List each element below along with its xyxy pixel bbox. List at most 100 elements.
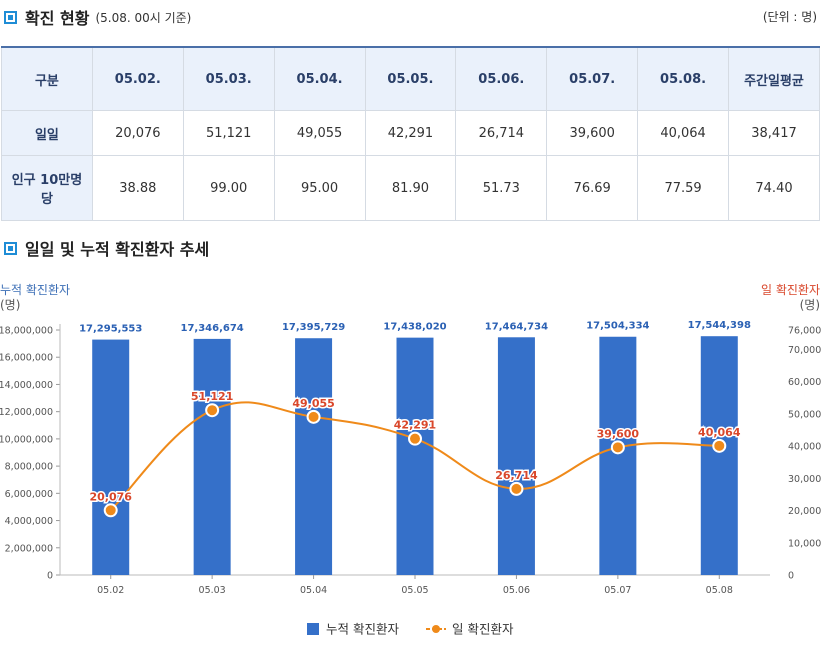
table-cell: 20,076 [91, 110, 184, 156]
x-tick-label: 05.08 [706, 585, 733, 596]
status-section-subtitle: (5.08. 00시 기준) [95, 10, 192, 25]
header-cell: 05.04. [273, 46, 366, 111]
row-label: 일일 [1, 110, 93, 156]
table-cell: 49,055 [273, 110, 366, 156]
right-tick-label: 40,000 [788, 442, 821, 453]
right-tick-label: 70,000 [788, 345, 821, 356]
x-tick-label: 05.05 [401, 585, 428, 596]
line-point-05.05 [408, 431, 422, 446]
right-tick-label: 30,000 [788, 474, 821, 485]
bar-value-label: 17,395,729 [282, 322, 345, 333]
legend-bar-label: 누적 확진환자 [326, 622, 399, 637]
bar-value-label: 17,464,734 [485, 321, 548, 332]
x-tick-label: 05.07 [604, 585, 631, 596]
left-tick-label: 12,000,000 [0, 407, 53, 418]
table-cell: 42,291 [364, 110, 457, 156]
left-tick-label: 2,000,000 [5, 543, 53, 554]
trend-chart: 누적 확진환자(명)일 확진환자(명)02,000,0004,000,0006,… [0, 283, 821, 637]
legend-bar-swatch [307, 623, 319, 635]
right-axis-unit: (명) [800, 298, 820, 312]
section-square-icon [4, 241, 17, 255]
table-cell: 39,600 [546, 110, 639, 156]
status-section-header: 확진 현황 (5.08. 00시 기준) [4, 5, 191, 29]
table-cell: 76.69 [546, 155, 639, 221]
bar-value-label: 17,504,334 [586, 321, 649, 332]
bar-cumulative-05.04 [295, 338, 333, 575]
header-cell: 구분 [1, 46, 93, 111]
left-tick-label: 10,000,000 [0, 434, 53, 445]
line-point-05.08 [712, 438, 727, 453]
trend-section-title: 일일 및 누적 확진환자 추세 [25, 240, 210, 259]
right-tick-label: 76,000 [788, 326, 821, 337]
header-cell: 05.07. [546, 46, 639, 111]
table-cell: 38.88 [91, 155, 184, 221]
table-row: 인구 10만명당 38.88 99.00 95.00 81.90 51.73 7… [1, 155, 820, 221]
section-square-icon [4, 10, 17, 24]
table-cell: 40,064 [637, 110, 729, 156]
header-cell: 05.08. [637, 46, 729, 111]
bar-value-label: 17,295,553 [79, 324, 142, 335]
left-tick-label: 6,000,000 [5, 489, 53, 500]
left-axis-title: 누적 확진환자 [0, 283, 70, 297]
table-cell: 99.00 [182, 155, 275, 221]
line-point-05.02 [103, 503, 118, 518]
table-cell: 51,121 [182, 110, 275, 156]
table-cell: 95.00 [273, 155, 366, 221]
status-section-title: 확진 현황 [25, 9, 90, 28]
line-point-05.04 [306, 409, 321, 424]
table-cell: 26,714 [455, 110, 548, 156]
left-tick-label: 18,000,000 [0, 326, 53, 337]
left-tick-label: 14,000,000 [0, 380, 53, 391]
status-table: 구분 05.02. 05.03. 05.04. 05.05. 05.06. 05… [1, 46, 820, 221]
line-point-05.07 [610, 440, 625, 455]
header-cell: 05.03. [182, 46, 275, 111]
line-value-label: 39,600 [597, 427, 640, 440]
legend-line-marker [432, 625, 440, 633]
bar-cumulative-05.03 [193, 338, 231, 575]
bar-cumulative-05.06 [497, 337, 535, 575]
table-cell: 81.90 [364, 155, 457, 221]
bar-cumulative-05.08 [700, 336, 738, 575]
left-tick-label: 16,000,000 [0, 353, 53, 364]
right-tick-label: 10,000 [788, 538, 821, 549]
line-value-label: 51,121 [191, 390, 233, 403]
left-axis-unit: (명) [0, 298, 20, 312]
trend-section-header: 일일 및 누적 확진환자 추세 [4, 236, 209, 260]
table-cell: 77.59 [637, 155, 729, 221]
line-point-05.06 [509, 481, 524, 496]
bar-value-label: 17,544,398 [688, 320, 751, 331]
x-tick-label: 05.04 [300, 585, 327, 596]
table-cell: 51.73 [455, 155, 548, 221]
right-tick-label: 60,000 [788, 377, 821, 388]
x-tick-label: 05.03 [199, 585, 226, 596]
right-tick-label: 50,000 [788, 409, 821, 420]
line-point-05.03 [205, 403, 220, 418]
left-tick-label: 0 [47, 571, 53, 582]
x-tick-label: 05.02 [97, 585, 124, 596]
line-value-label: 26,714 [495, 469, 538, 482]
header-cell: 주간일평균 [728, 46, 820, 111]
bar-value-label: 17,438,020 [383, 322, 446, 333]
line-value-label: 42,291 [394, 419, 436, 432]
bar-value-label: 17,346,674 [181, 323, 244, 334]
x-tick-label: 05.06 [503, 585, 530, 596]
line-value-label: 40,064 [698, 426, 741, 439]
unit-label: (단위 : 명) [762, 10, 817, 24]
table-row: 일일 20,076 51,121 49,055 42,291 26,714 39… [1, 110, 820, 156]
header-cell: 05.05. [364, 46, 457, 111]
legend-line-label: 일 확진환자 [452, 622, 514, 637]
right-axis-title: 일 확진환자 [761, 283, 820, 297]
bar-cumulative-05.05 [396, 337, 434, 575]
right-tick-label: 0 [788, 571, 794, 582]
header-cell: 05.06. [455, 46, 548, 111]
left-tick-label: 8,000,000 [5, 462, 53, 473]
line-value-label: 20,076 [89, 490, 132, 503]
table-cell: 38,417 [728, 110, 820, 156]
table-cell: 74.40 [728, 155, 820, 221]
header-cell: 05.02. [91, 46, 184, 111]
table-header-row: 구분 05.02. 05.03. 05.04. 05.05. 05.06. 05… [1, 46, 820, 111]
row-label: 인구 10만명당 [1, 155, 93, 221]
right-tick-label: 20,000 [788, 506, 821, 517]
line-value-label: 49,055 [292, 397, 334, 410]
left-tick-label: 4,000,000 [5, 516, 53, 527]
